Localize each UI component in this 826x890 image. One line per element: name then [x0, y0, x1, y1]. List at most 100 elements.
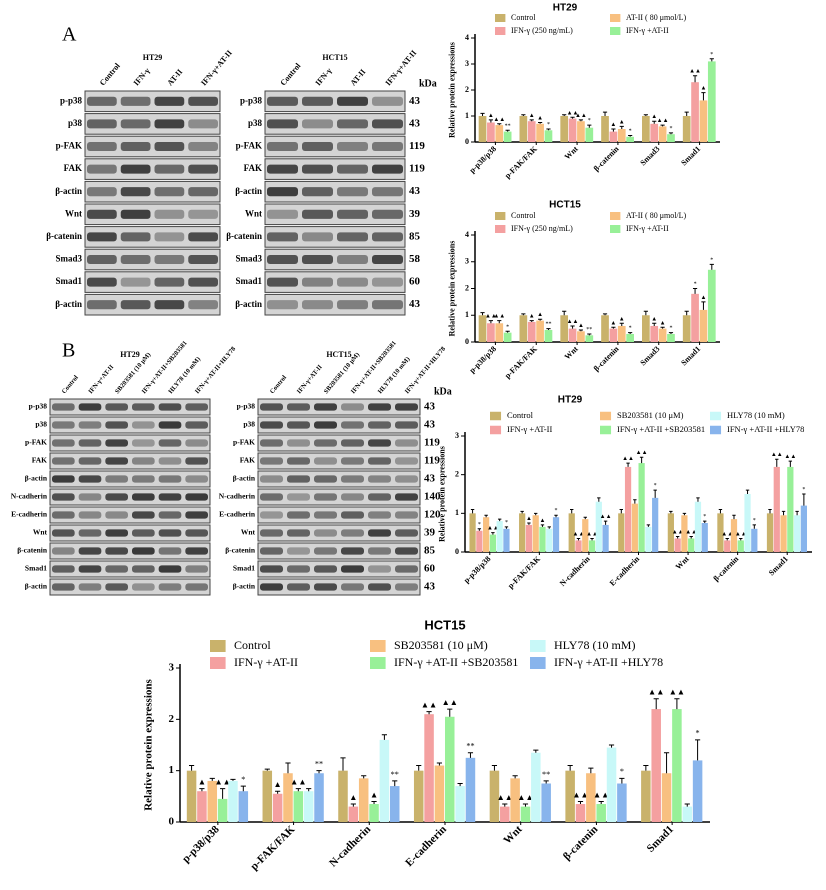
band: [154, 209, 185, 219]
band: [302, 300, 333, 310]
significance-marker: *: [654, 483, 657, 489]
y-tick-label: 0: [169, 816, 175, 828]
band: [341, 547, 364, 555]
band: [368, 439, 391, 447]
band: [132, 565, 155, 573]
bar: [238, 791, 249, 822]
bar: [568, 118, 577, 142]
significance-marker: *: [629, 128, 632, 134]
bar: [606, 747, 617, 822]
band: [260, 529, 283, 537]
legend-swatch: [610, 14, 621, 22]
band: [132, 421, 155, 429]
error-bar: [701, 301, 706, 310]
x-tick-label: p-FAK/FAK: [503, 144, 540, 181]
bar: [489, 534, 497, 552]
error-bar: [583, 516, 587, 520]
significance-marker: ▲▲: [784, 454, 796, 460]
blot-strip: [49, 452, 211, 470]
band: [302, 277, 333, 287]
kda-label: 60: [424, 563, 436, 575]
band: [337, 277, 368, 287]
error-bar: [588, 767, 594, 774]
band: [158, 403, 182, 411]
blot-strip: [264, 203, 406, 226]
band: [302, 164, 333, 174]
error-bar: [275, 790, 281, 794]
error-bar: [491, 765, 498, 771]
error-bar: [480, 312, 485, 316]
band: [368, 583, 391, 591]
bar: [546, 528, 553, 552]
error-bar: [529, 320, 534, 322]
chart-title: HCT15: [424, 617, 465, 632]
bar: [586, 773, 596, 822]
error-bar: [578, 329, 584, 332]
band: [287, 475, 310, 483]
error-bar: [534, 512, 538, 516]
error-bar: [480, 112, 485, 116]
bar: [682, 806, 693, 822]
error-bar: [505, 330, 510, 333]
significance-marker: *: [555, 508, 558, 514]
error-bar: [633, 499, 637, 504]
blot-strip: [264, 248, 406, 271]
bar: [631, 503, 638, 552]
significance-marker: **: [315, 760, 323, 769]
band: [395, 475, 418, 483]
band: [314, 511, 337, 519]
lane-label: Control: [61, 374, 80, 395]
significance-marker: *: [710, 52, 713, 58]
row-label: β-catenin: [226, 231, 262, 241]
lane-label: IFN-γ+AT-II+HLY78: [194, 345, 238, 395]
significance-marker: ▲▲: [214, 777, 230, 786]
significance-marker: *: [629, 326, 632, 332]
error-bar: [692, 288, 698, 294]
error-bar: [684, 111, 689, 116]
significance-marker: ▲: [488, 113, 494, 119]
legend-swatch: [495, 212, 506, 220]
band: [368, 403, 391, 411]
band: [120, 232, 151, 242]
band: [52, 439, 75, 447]
significance-marker: ▲▲: [735, 531, 747, 537]
band: [395, 493, 418, 501]
band: [132, 475, 155, 483]
bar: [609, 131, 618, 142]
blot-strip: [264, 113, 406, 135]
x-tick-label: Smad1: [767, 554, 790, 577]
y-tick-label: 1: [169, 764, 175, 776]
bar: [667, 333, 675, 342]
band: [287, 439, 310, 447]
bar: [568, 513, 575, 552]
blot-strip: [84, 113, 221, 135]
bar: [568, 328, 577, 342]
blot-strip: [84, 271, 221, 293]
error-bar: [639, 456, 644, 464]
row-label: p38: [35, 420, 47, 429]
significance-marker: *: [694, 281, 697, 287]
error-bar: [426, 711, 432, 715]
bar: [560, 315, 569, 342]
error-bar: [484, 514, 488, 518]
band: [185, 403, 208, 411]
row-label: Smad3: [55, 254, 82, 264]
legend-swatch: [610, 27, 621, 35]
legend-label: IFN-γ (250 ng/mL): [511, 26, 573, 35]
significance-marker: ▲: [700, 86, 706, 92]
significance-marker: ▲: [537, 312, 543, 318]
band: [368, 493, 391, 501]
band: [158, 547, 182, 555]
band: [287, 457, 310, 465]
band: [287, 421, 310, 429]
bar: [575, 804, 586, 822]
bar: [487, 323, 495, 342]
bar: [577, 121, 585, 142]
band: [87, 300, 117, 310]
blot-strip: [257, 452, 421, 470]
band: [314, 547, 337, 555]
bar: [565, 770, 575, 822]
significance-marker: ▲: [619, 316, 625, 322]
blot-strip: [49, 542, 211, 560]
error-bar: [709, 58, 714, 62]
